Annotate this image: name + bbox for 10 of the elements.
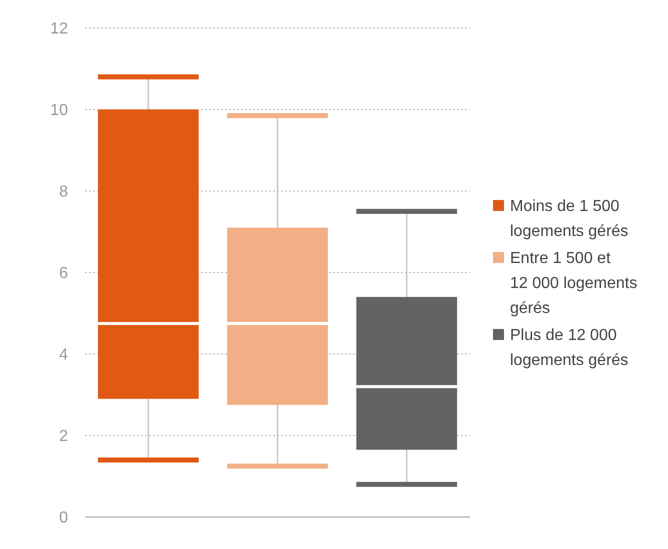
y-tick-label: 4 [59, 346, 68, 364]
legend-label: Entre 1 500 et 12 000 logements gérés [510, 250, 638, 317]
y-tick-label: 6 [59, 265, 68, 282]
legend-label: Moins de 1 500 logements gérés [510, 198, 628, 240]
y-tick-label: 10 [50, 102, 68, 120]
legend-label: Plus de 12 000 logements gérés [510, 327, 628, 369]
y-tick-label: 8 [59, 184, 68, 201]
y-tick-label: 2 [59, 428, 68, 446]
y-tick-label: 0 [59, 510, 68, 527]
y-tick-label: 12 [50, 20, 68, 38]
